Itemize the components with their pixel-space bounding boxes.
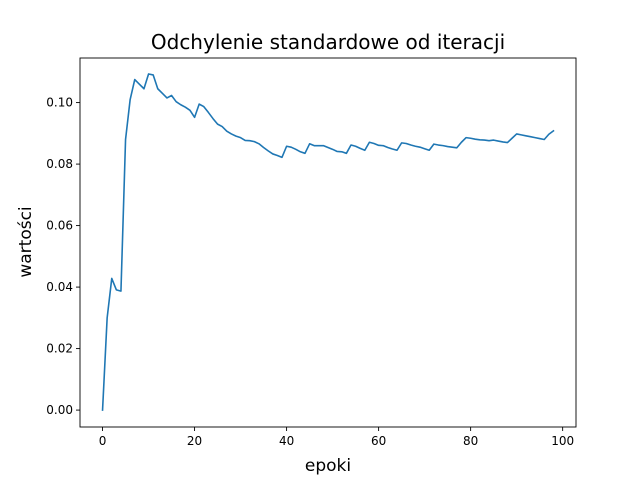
- series-line-0: [101, 73, 555, 411]
- plot-area: 0 20 40 60 80 100 0.00 0.02 0.04 0.06 0.08 0.10: [46, 57, 577, 448]
- x-tick-label: 20: [187, 434, 202, 448]
- axes-frame: [79, 57, 577, 428]
- y-tick-label: 0.00: [46, 403, 73, 417]
- y-tick-label: 0.08: [46, 157, 73, 171]
- x-tick-label: 0: [99, 434, 107, 448]
- y-tick-label: 0.06: [46, 219, 73, 233]
- x-tick-label: 100: [551, 434, 574, 448]
- y-axis-label: wartości: [16, 206, 36, 277]
- y-tick-label: 0.02: [46, 342, 73, 356]
- chart-title: Odchylenie standardowe od iteracji: [151, 30, 505, 54]
- y-tick-label: 0.04: [46, 280, 73, 294]
- y-tick-label: 0.10: [46, 96, 73, 110]
- x-tick-label: 60: [371, 434, 386, 448]
- axes-background: [80, 58, 576, 427]
- x-axis-label: epoki: [305, 456, 351, 476]
- x-tick-label: 40: [279, 434, 294, 448]
- x-tick-label: 80: [463, 434, 478, 448]
